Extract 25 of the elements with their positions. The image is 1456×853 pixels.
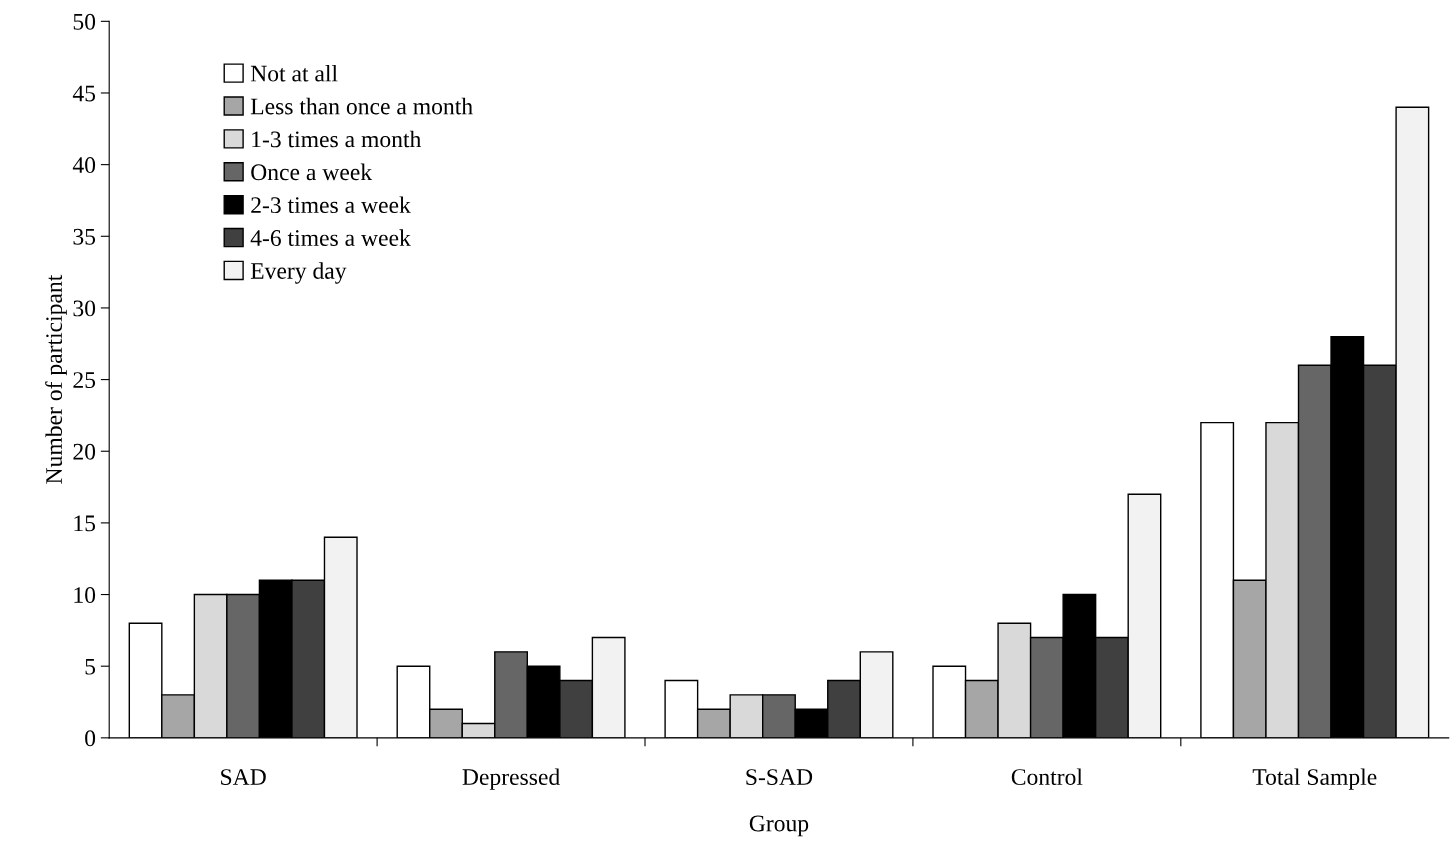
y-tick-label: 35 (73, 228, 96, 245)
x-tick-label: SAD (221, 769, 266, 786)
legend-label: 1-3 times a month (252, 130, 422, 148)
legend-label: 2-3 times a week (251, 196, 411, 214)
y-axis-title: Number of participant (45, 274, 67, 484)
legend-label: Once a week (251, 163, 373, 181)
x-tick-label: Control (1011, 768, 1083, 786)
y-tick-label: 45 (72, 85, 96, 102)
legend-label: Every day (250, 262, 347, 284)
x-tick-label: S-SAD (746, 769, 813, 786)
legend-label: Less than once a month (250, 97, 473, 115)
y-tick-label: 30 (73, 300, 96, 317)
legend-label: Not at all (250, 64, 338, 82)
x-tick-label: Depressed (462, 768, 560, 790)
x-axis-title: Group (749, 815, 809, 837)
y-tick-label: 15 (74, 515, 96, 532)
y-tick-label: 10 (74, 587, 96, 603)
y-tick-label: 25 (73, 372, 96, 389)
legend-label: 4-6 times a week (250, 229, 411, 246)
y-tick-label: 50 (73, 13, 96, 30)
y-tick-label: 40 (72, 157, 96, 174)
y-tick-label: 0 (85, 730, 96, 747)
y-tick-label: 20 (73, 443, 96, 460)
y-tick-label: 5 (85, 658, 96, 675)
x-tick-label: Total Sample (1252, 768, 1377, 790)
